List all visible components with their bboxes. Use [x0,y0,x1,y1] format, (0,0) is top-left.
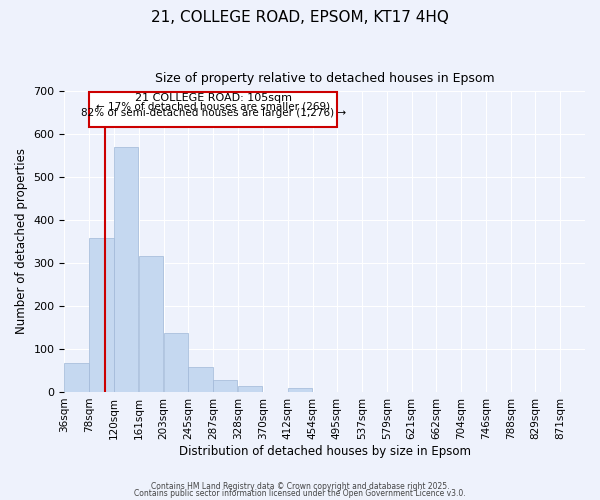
Bar [64,363,89,392]
Text: ← 17% of detached houses are smaller (269): ← 17% of detached houses are smaller (26… [96,101,330,111]
Bar [188,367,213,392]
Bar [139,256,163,392]
Bar [89,238,114,392]
Text: Contains public sector information licensed under the Open Government Licence v3: Contains public sector information licen… [134,489,466,498]
Text: 82% of semi-detached houses are larger (1,276) →: 82% of semi-detached houses are larger (… [80,108,346,118]
Title: Size of property relative to detached houses in Epsom: Size of property relative to detached ho… [155,72,494,86]
Text: 21, COLLEGE ROAD, EPSOM, KT17 4HQ: 21, COLLEGE ROAD, EPSOM, KT17 4HQ [151,10,449,25]
Bar [287,388,312,392]
Bar [238,386,262,392]
FancyBboxPatch shape [89,92,337,128]
Y-axis label: Number of detached properties: Number of detached properties [15,148,28,334]
X-axis label: Distribution of detached houses by size in Epsom: Distribution of detached houses by size … [179,444,471,458]
Bar [164,333,188,392]
Text: Contains HM Land Registry data © Crown copyright and database right 2025.: Contains HM Land Registry data © Crown c… [151,482,449,491]
Text: 21 COLLEGE ROAD: 105sqm: 21 COLLEGE ROAD: 105sqm [134,94,292,104]
Bar [214,380,238,392]
Bar [114,147,139,392]
